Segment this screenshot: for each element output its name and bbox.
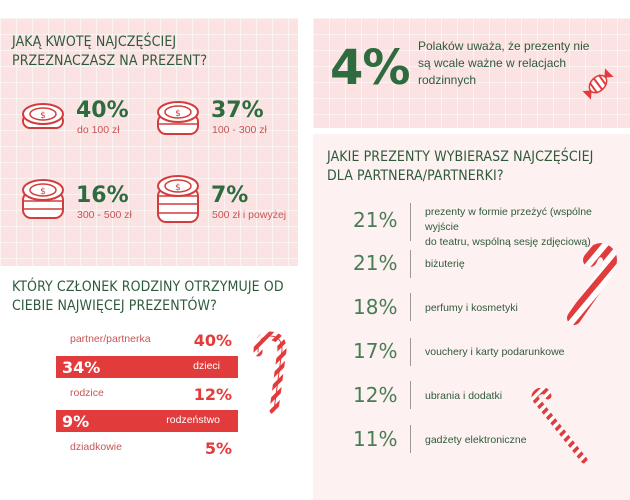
amount-percent: 16%: [76, 183, 129, 208]
gift-percent: 12%: [353, 383, 398, 407]
gift-label: gadżety elektroniczne: [425, 434, 527, 446]
family-label: partner/partnerka: [70, 333, 151, 345]
family-panel: [0, 272, 298, 500]
divider: [410, 425, 411, 453]
gift-percent: 11%: [353, 427, 398, 451]
family-row: 34% dzieci: [56, 356, 238, 378]
family-label: rodzeństwo: [166, 414, 220, 426]
family-percent: 40%: [193, 331, 232, 350]
candy-cane-icon: [531, 388, 588, 464]
family-question: KTÓRY CZŁONEK RODZINY OTRZYMUJE OD CIEBI…: [12, 279, 284, 314]
family-row: 9% rodzeństwo: [56, 410, 238, 432]
coin-stack-icon: $: [22, 103, 64, 129]
family-percent: 5%: [204, 439, 232, 458]
svg-text:$: $: [175, 183, 181, 193]
gift-label: prezenty w formie przeżyć (wspólne wyjśc…: [425, 205, 625, 250]
gift-label: vouchery i karty podarunkowe: [425, 346, 565, 358]
family-percent: 12%: [193, 385, 232, 404]
family-label: rodzice: [70, 387, 104, 399]
family-label: dzieci: [193, 360, 220, 372]
svg-text:$: $: [40, 111, 46, 121]
amount-range: 500 zł i powyżej: [212, 209, 287, 221]
divider: [410, 338, 411, 366]
family-percent: 34%: [62, 358, 101, 377]
amount-range: do 100 zł: [77, 124, 120, 136]
stat-panel: [313, 18, 630, 128]
svg-text:$: $: [40, 187, 46, 197]
gift-label-line: do teatru, wspólną sesję zdjęciową): [425, 236, 591, 248]
gift-label-line: prezenty w formie przeżyć (wspólne wyjśc…: [425, 206, 592, 233]
family-label: dziadkowie: [70, 441, 122, 453]
stat-text-line: Polaków uważa, że prezenty nie: [418, 39, 590, 53]
amount-percent: 40%: [76, 98, 129, 123]
divider: [410, 250, 411, 278]
gifts-question: JAKIE PREZENTY WYBIERASZ NAJCZĘŚCIEJ DLA…: [327, 149, 594, 184]
stat-text-line: rodzinnych: [418, 73, 477, 87]
divider: [410, 203, 411, 241]
candy-cane-icon: [567, 243, 617, 325]
amount-range: 300 - 500 zł: [77, 209, 132, 221]
coin-stack-icon: $: [157, 101, 199, 135]
family-row: rodzice 12%: [56, 383, 238, 405]
family-row: partner/partnerka 40%: [56, 329, 238, 351]
amount-panel: [0, 18, 298, 266]
candy-icon: [582, 68, 614, 100]
family-row: dziadkowie 5%: [56, 437, 238, 459]
gift-percent: 18%: [353, 295, 398, 319]
svg-text:$: $: [175, 109, 181, 119]
coin-stack-icon: $: [157, 175, 199, 223]
gift-label: ubrania i dodatki: [425, 390, 503, 402]
gift-percent: 21%: [353, 251, 398, 275]
family-percent: 9%: [62, 412, 90, 431]
gift-label: biżuterię: [425, 258, 465, 270]
amount-percent: 7%: [211, 183, 249, 208]
gift-percent: 21%: [353, 208, 398, 232]
amount-percent: 37%: [211, 98, 264, 123]
stat-text: Polaków uważa, że prezenty nie są wcale …: [418, 38, 598, 89]
gift-percent: 17%: [353, 339, 398, 363]
amount-question: JAKĄ KWOTĘ NAJCZĘŚCIEJ PRZEZNACZASZ NA P…: [12, 34, 208, 69]
coin-stack-icon: $: [22, 179, 64, 219]
gift-label: perfumy i kosmetyki: [425, 302, 518, 314]
divider: [410, 381, 411, 409]
stat-text-line: są wcale ważne w relacjach: [418, 56, 567, 70]
amount-range: 100 - 300 zł: [212, 124, 267, 136]
stat-percent: 4%: [330, 40, 410, 96]
divider: [410, 293, 411, 321]
candy-cane-icon: [253, 331, 287, 415]
